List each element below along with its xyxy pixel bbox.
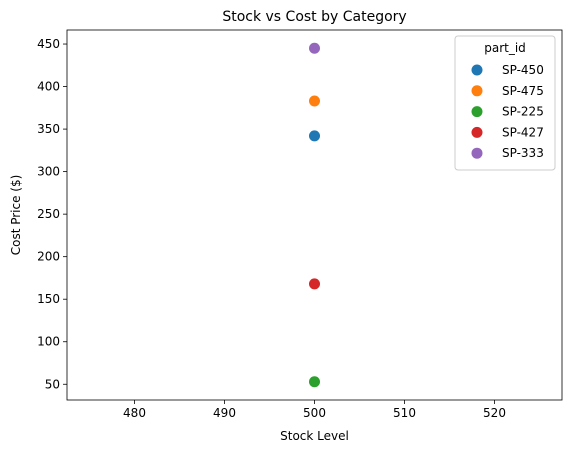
legend: part_id SP-450 SP-475 SP-225 SP-427 SP-333: [454, 35, 556, 171]
y-tick-label: 400: [37, 80, 60, 94]
y-tick-label: 100: [37, 335, 60, 349]
legend-marker: [471, 106, 483, 118]
legend-label: SP-475: [502, 84, 544, 98]
legend-label: SP-333: [502, 146, 544, 160]
y-tick-label: 200: [37, 250, 60, 264]
legend-marker: [471, 126, 483, 138]
legend-label: SP-427: [502, 125, 544, 139]
x-tick-label: 520: [483, 406, 506, 420]
y-tick-label: 450: [37, 37, 60, 51]
legend-title: part_id: [484, 41, 526, 55]
x-tick-label: 510: [393, 406, 416, 420]
legend-marker: [471, 64, 483, 76]
data-points: [309, 42, 320, 388]
y-axis-ticks: 50 100 150 200 250 300 350 400 450: [37, 37, 67, 391]
y-tick-label: 50: [45, 377, 60, 391]
x-axis-title: Stock Level: [280, 429, 349, 443]
legend-marker: [471, 85, 483, 97]
y-tick-label: 150: [37, 292, 60, 306]
chart-title: Stock vs Cost by Category: [222, 9, 406, 25]
x-tick-label: 490: [213, 406, 236, 420]
data-point-sp-475: [309, 95, 320, 107]
x-tick-label: 480: [123, 406, 146, 420]
data-point-sp-427: [309, 278, 320, 290]
y-tick-label: 300: [37, 165, 60, 179]
data-point-sp-225: [309, 376, 320, 388]
y-tick-label: 250: [37, 207, 60, 221]
y-axis-title: Cost Price ($): [9, 175, 23, 256]
x-axis-ticks: 480 490 500 510 520: [123, 400, 506, 420]
data-point-sp-333: [309, 42, 320, 54]
legend-label: SP-450: [502, 63, 544, 77]
y-tick-label: 350: [37, 122, 60, 136]
legend-label: SP-225: [502, 105, 544, 119]
x-tick-label: 500: [303, 406, 326, 420]
data-point-sp-450: [309, 130, 320, 142]
legend-marker: [471, 147, 483, 159]
